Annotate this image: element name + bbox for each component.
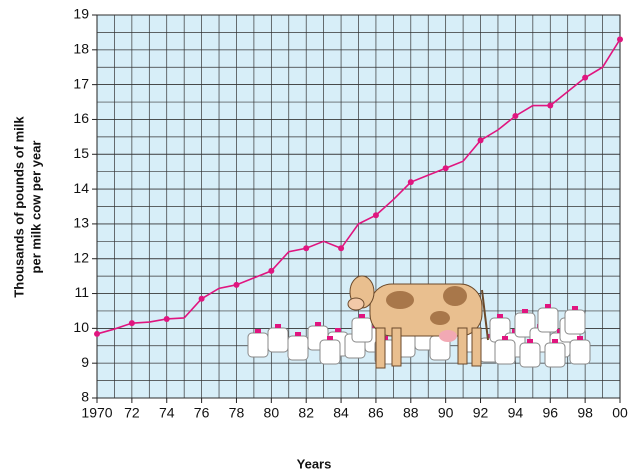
jug-cap [335,328,341,332]
x-axis-label: Years [297,456,332,471]
y-axis-label: per milk cow per year [28,141,43,274]
x-tick-label: 74 [159,405,175,421]
data-point [268,267,275,274]
data-point [512,112,519,119]
milk-jug [319,336,341,365]
milk-jug [569,336,591,365]
jug-cap [497,314,503,318]
x-tick-label: 78 [229,405,245,421]
jug-body [494,339,516,365]
milk-jug [247,329,269,358]
data-point [198,295,205,302]
milk-jug [351,314,373,343]
y-tick-label: 16 [73,110,89,126]
y-tick-label: 19 [73,6,89,22]
data-line [96,38,621,335]
milk-jug [544,339,566,368]
milk-jug [564,306,586,335]
x-tick-label: 88 [403,405,419,421]
x-tick-label: 76 [194,405,210,421]
y-tick-label: 13 [73,215,89,231]
jug-cap [327,336,333,340]
milk-jug [267,324,289,353]
x-tick-label: 90 [438,405,454,421]
jug-cap [359,314,365,318]
cow [347,275,489,369]
data-point [128,320,135,327]
jug-cap [502,336,508,340]
y-axis-label: Thousands of pounds of milk [11,116,26,298]
y-tick-label: 10 [73,319,89,335]
x-tick-label: 00 [612,405,628,421]
x-tick-label: 80 [264,405,280,421]
data-point [617,36,623,43]
x-tick-label: 94 [508,405,524,421]
jug-cap [522,309,528,313]
jug-cap [527,339,533,343]
y-tick-label: 11 [74,284,89,300]
jug-cap [545,304,551,308]
y-tick-label: 17 [73,75,89,91]
milk-jug [494,336,516,365]
x-tick-label: 1970 [81,405,112,421]
illustration [247,275,591,369]
x-tick-label: 82 [298,405,314,421]
milk-jug [519,339,541,368]
data-point [442,165,449,172]
y-tick-label: 18 [73,41,89,57]
x-tick-label: 98 [577,405,593,421]
jug-body [351,317,373,343]
y-tick-label: 8 [81,389,89,405]
jug-cap [572,306,578,310]
y-tick-label: 12 [73,249,89,265]
jug-body [519,342,541,368]
jug-body [287,335,309,361]
milk-jug [537,304,559,333]
data-point [94,330,100,337]
y-tick-label: 15 [73,145,89,161]
milk-jug [287,332,309,361]
x-tick-label: 72 [124,405,140,421]
jug-body [564,309,586,335]
jug-body [537,307,559,333]
jug-cap [275,324,281,328]
data-point [582,74,589,81]
data-point [477,137,484,144]
data-point [303,245,310,252]
data-point [233,281,240,288]
jug-body [247,332,269,358]
data-point [372,212,379,219]
x-tick-label: 92 [473,405,489,421]
jug-cap [552,339,558,343]
jug-cap [255,329,261,333]
x-tick-label: 84 [333,405,349,421]
data-point [547,102,554,109]
x-tick-label: 96 [542,405,558,421]
data-point [338,245,345,252]
y-tick-label: 9 [81,354,89,370]
jug-body [544,342,566,368]
jug-body [319,339,341,365]
x-tick-label: 86 [368,405,384,421]
jug-cap [577,336,583,340]
y-tick-label: 14 [73,180,89,196]
axis-labels: Years Thousands of pounds of milk per mi… [11,116,331,472]
jug-body [569,339,591,365]
data-point [163,315,170,322]
jug-cap [295,332,301,336]
data-point [407,179,414,186]
jug-cap [315,322,321,326]
jug-body [267,327,289,353]
